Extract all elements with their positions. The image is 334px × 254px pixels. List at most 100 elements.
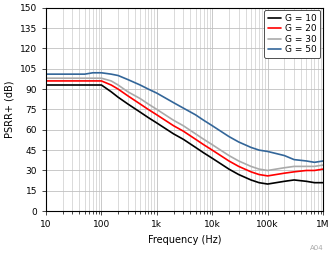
G = 10 <box>181 138 185 141</box>
G = 50 <box>138 84 142 87</box>
G = 10 <box>44 84 48 87</box>
G = 50 <box>116 74 120 77</box>
G = 20 <box>138 102 142 105</box>
G = 10 <box>210 157 214 160</box>
G = 20 <box>172 124 176 127</box>
G = 30 <box>227 154 231 157</box>
Line: G = 10: G = 10 <box>46 85 323 184</box>
G = 10 <box>257 181 261 184</box>
G = 30 <box>266 169 270 172</box>
G = 30 <box>202 138 206 141</box>
G = 10 <box>202 151 206 154</box>
G = 10 <box>146 116 150 119</box>
G = 20 <box>313 169 317 172</box>
G = 10 <box>61 84 65 87</box>
G = 10 <box>172 132 176 135</box>
G = 10 <box>100 84 104 87</box>
G = 50 <box>313 161 317 164</box>
G = 50 <box>249 146 253 149</box>
G = 10 <box>321 181 325 184</box>
G = 20 <box>249 170 253 173</box>
Y-axis label: PSRR+ (dB): PSRR+ (dB) <box>4 81 14 138</box>
G = 10 <box>109 90 113 93</box>
G = 30 <box>249 165 253 168</box>
G = 50 <box>321 160 325 163</box>
G = 30 <box>126 90 130 93</box>
G = 10 <box>282 180 286 183</box>
G = 30 <box>313 165 317 168</box>
G = 20 <box>292 170 296 173</box>
G = 20 <box>210 149 214 152</box>
G = 10 <box>116 96 120 99</box>
G = 50 <box>181 106 185 109</box>
G = 30 <box>257 168 261 171</box>
G = 30 <box>138 97 142 100</box>
G = 30 <box>44 77 48 80</box>
G = 20 <box>70 80 74 83</box>
G = 10 <box>70 84 74 87</box>
G = 30 <box>155 108 159 111</box>
G = 30 <box>146 102 150 105</box>
G = 50 <box>146 88 150 91</box>
G = 50 <box>282 154 286 157</box>
G = 50 <box>304 160 308 163</box>
G = 20 <box>116 88 120 91</box>
G = 10 <box>138 110 142 114</box>
G = 20 <box>61 80 65 83</box>
G = 50 <box>172 101 176 104</box>
G = 50 <box>70 73 74 76</box>
G = 10 <box>249 179 253 182</box>
G = 20 <box>321 168 325 171</box>
G = 20 <box>257 173 261 176</box>
G = 20 <box>266 174 270 178</box>
Line: G = 30: G = 30 <box>46 78 323 170</box>
G = 30 <box>194 132 198 135</box>
G = 20 <box>100 80 104 83</box>
G = 30 <box>321 164 325 167</box>
G = 50 <box>227 135 231 138</box>
G = 20 <box>227 160 231 163</box>
G = 30 <box>116 84 120 87</box>
G = 50 <box>44 73 48 76</box>
G = 20 <box>109 84 113 87</box>
Legend: G = 10, G = 20, G = 30, G = 50: G = 10, G = 20, G = 30, G = 50 <box>264 10 320 58</box>
G = 50 <box>91 71 95 74</box>
G = 50 <box>126 78 130 81</box>
G = 30 <box>109 80 113 83</box>
G = 30 <box>282 166 286 169</box>
G = 10 <box>313 181 317 184</box>
X-axis label: Frequency (Hz): Frequency (Hz) <box>148 235 221 245</box>
G = 20 <box>282 172 286 175</box>
G = 20 <box>155 113 159 116</box>
G = 30 <box>172 119 176 122</box>
G = 10 <box>227 168 231 171</box>
G = 30 <box>304 165 308 168</box>
G = 30 <box>210 143 214 146</box>
G = 50 <box>202 119 206 122</box>
G = 30 <box>61 77 65 80</box>
G = 20 <box>202 143 206 146</box>
G = 50 <box>83 73 87 76</box>
G = 50 <box>266 150 270 153</box>
G = 10 <box>237 173 241 176</box>
G = 50 <box>61 73 65 76</box>
G = 10 <box>83 84 87 87</box>
G = 30 <box>181 124 185 127</box>
G = 10 <box>266 183 270 186</box>
G = 30 <box>70 77 74 80</box>
Line: G = 20: G = 20 <box>46 81 323 176</box>
G = 20 <box>126 94 130 97</box>
Line: G = 50: G = 50 <box>46 73 323 162</box>
G = 20 <box>304 169 308 172</box>
G = 10 <box>126 102 130 105</box>
G = 20 <box>194 138 198 141</box>
G = 10 <box>155 121 159 124</box>
G = 50 <box>292 158 296 161</box>
G = 30 <box>237 160 241 163</box>
G = 20 <box>83 80 87 83</box>
G = 50 <box>194 113 198 116</box>
G = 10 <box>91 84 95 87</box>
Text: A04: A04 <box>310 245 324 251</box>
G = 10 <box>194 146 198 149</box>
G = 20 <box>181 130 185 133</box>
